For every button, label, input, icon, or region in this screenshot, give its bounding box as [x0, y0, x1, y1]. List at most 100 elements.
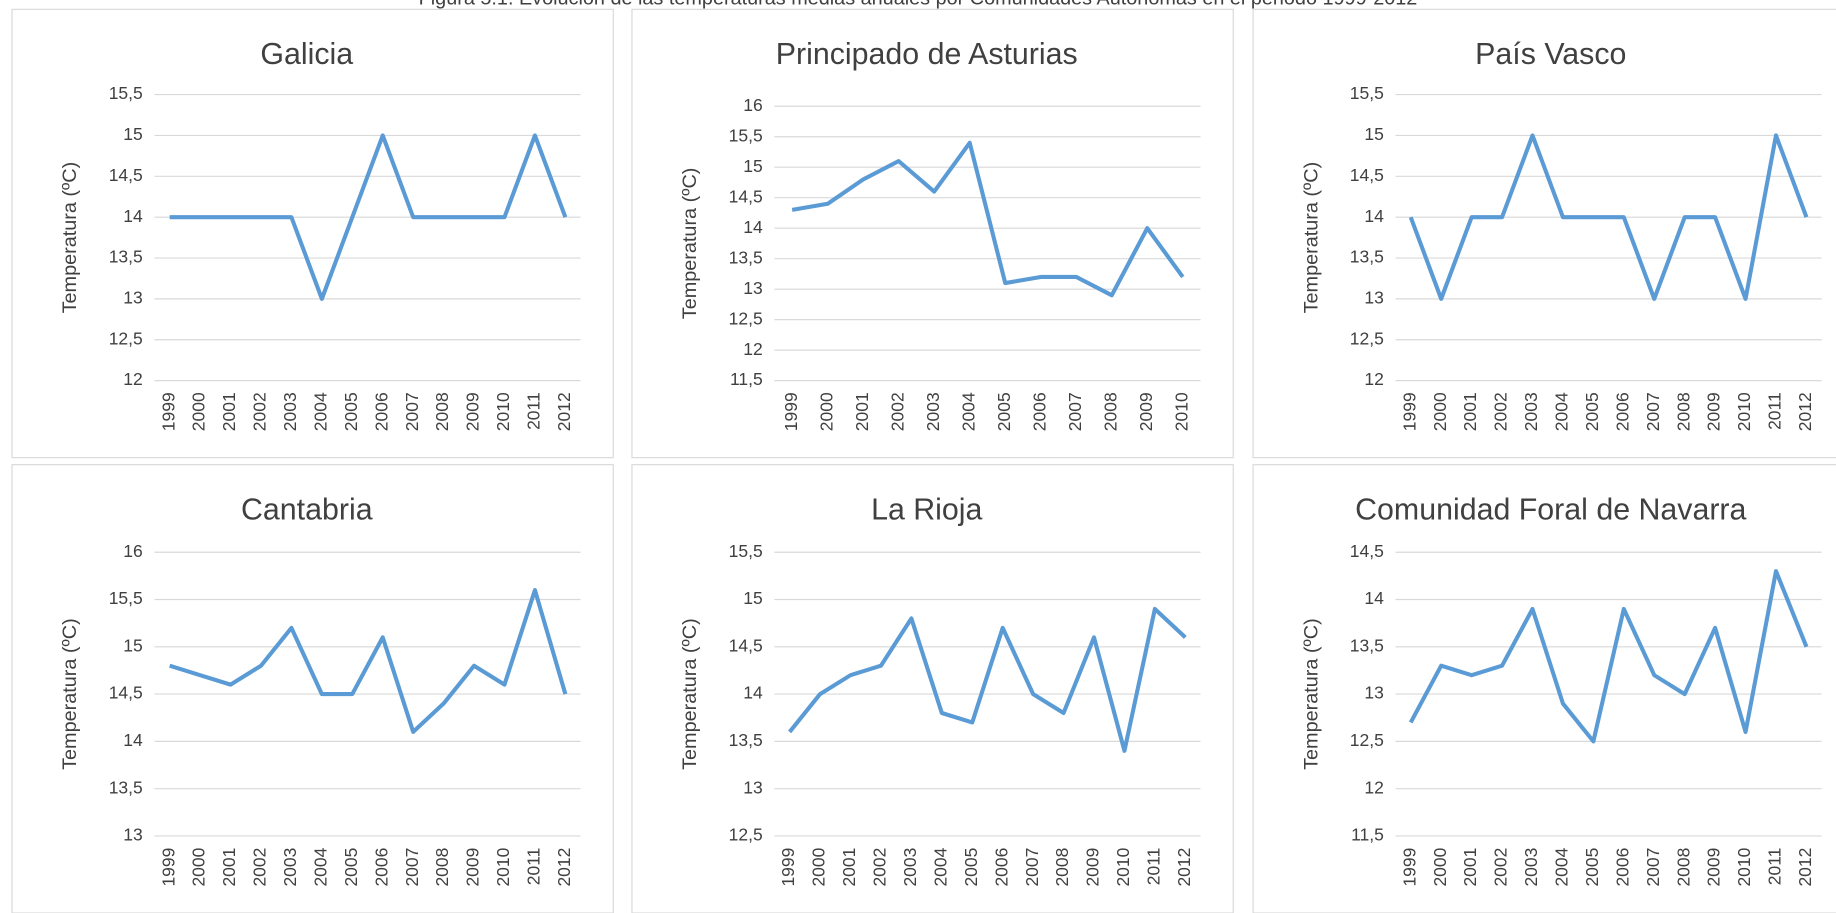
- x-tick-label: 2010: [1171, 392, 1191, 431]
- x-tick-label: 2000: [1430, 392, 1450, 431]
- x-tick-label: 2005: [961, 848, 981, 887]
- y-tick-label: 13: [123, 825, 142, 845]
- panel-border: [11, 8, 614, 459]
- data-line: [169, 133, 568, 301]
- x-tick-label: 2007: [402, 848, 422, 887]
- panel-border: [1252, 8, 1836, 459]
- y-tick-label: 15,5: [729, 125, 763, 145]
- y-tick-label: 12: [1364, 369, 1383, 389]
- y-tick-label: 12,5: [1350, 328, 1384, 348]
- x-tick-label: 2010: [1734, 847, 1754, 886]
- x-tick-label: 1999: [1399, 848, 1419, 887]
- x-tick-label: 2006: [991, 848, 1011, 887]
- x-tick-label: 2009: [1136, 392, 1156, 431]
- y-tick-label: 11,5: [1351, 825, 1384, 845]
- panel-border: [631, 464, 1234, 913]
- x-tick-label: 2002: [1491, 848, 1511, 887]
- x-tick-label: 2008: [1673, 848, 1693, 887]
- x-tick-label: 2008: [1100, 392, 1120, 431]
- x-tick-label: 2006: [1612, 848, 1632, 887]
- y-tick-label: 14: [123, 206, 143, 226]
- x-tick-label: 2004: [1552, 392, 1572, 431]
- y-tick-label: 15,5: [109, 588, 143, 608]
- chart-title: Comunidad Foral de Navarra: [1355, 494, 1746, 527]
- x-tick-label: 2006: [371, 392, 391, 431]
- data-line: [788, 606, 1187, 753]
- x-tick-label: 2007: [402, 392, 422, 431]
- data-line: [1408, 569, 1809, 744]
- x-tick-label: 2011: [1144, 848, 1164, 886]
- y-tick-label: 15: [743, 156, 762, 176]
- y-tick-label: 13,5: [729, 247, 763, 267]
- y-tick-label: 15,5: [1350, 83, 1384, 103]
- y-tick-label: 14,5: [729, 186, 763, 206]
- x-tick-label: 2002: [887, 392, 907, 431]
- chart-panel: Cantabria 13 13,5 14 14,5 15 15,5 16 Temperatura…: [11, 464, 614, 913]
- chart-title: Principado de Asturias: [776, 38, 1078, 71]
- panel-border: [11, 464, 614, 913]
- y-tick-label: 16: [743, 95, 762, 115]
- y-tick-label: 12,5: [1350, 730, 1384, 750]
- y-tick-label: 14: [1364, 206, 1384, 226]
- chart-panel: La Rioja 12,5 13 13,5 14 14,5 15 15,5 Temperatur…: [631, 464, 1234, 913]
- x-tick-label: 2012: [1174, 848, 1194, 887]
- x-tick-label: 2001: [1460, 392, 1480, 431]
- x-tick-label: 2011: [524, 848, 544, 886]
- x-tick-label: 2012: [1795, 848, 1815, 887]
- x-tick-label: 2004: [1552, 847, 1572, 886]
- x-tick-label: 2010: [493, 392, 513, 431]
- x-tick-label: 1999: [158, 848, 178, 887]
- chart-title: Cantabria: [241, 494, 373, 527]
- x-tick-label: 2007: [1065, 392, 1085, 431]
- x-tick-label: 2003: [280, 848, 300, 887]
- panel-border: [1252, 464, 1836, 913]
- y-tick-label: 13: [743, 278, 762, 298]
- x-tick-label: 2004: [930, 847, 950, 886]
- x-tick-label: 2009: [463, 848, 483, 887]
- y-axis-label: Temperatura (ºC): [1300, 162, 1322, 314]
- y-tick-label: 12: [1364, 777, 1383, 797]
- x-tick-label: 2007: [1022, 848, 1042, 887]
- y-tick-label: 15: [743, 588, 762, 608]
- x-tick-label: 2003: [1521, 392, 1541, 431]
- chart-panel: Principado de Asturias 11,5 12 12,5 13 13,5 14…: [631, 8, 1234, 459]
- x-tick-label: 2002: [250, 392, 270, 431]
- y-axis-label: Temperatura (ºC): [679, 168, 701, 320]
- data-line: [169, 588, 568, 734]
- x-tick-label: 2003: [1521, 848, 1541, 887]
- x-tick-label: 2005: [994, 392, 1014, 431]
- data-line: [791, 140, 1185, 298]
- x-tick-label: 2011: [524, 392, 544, 430]
- chart-panel: Comunidad Foral de Navarra 11,5 12 12,5 13 13…: [1252, 464, 1836, 913]
- x-tick-label: 2008: [432, 392, 452, 431]
- y-tick-label: 14,5: [729, 635, 763, 655]
- y-tick-label: 13,5: [729, 730, 763, 750]
- panel-border: [631, 8, 1234, 459]
- x-tick-label: 2000: [1430, 847, 1450, 886]
- y-tick-label: 13: [123, 288, 142, 308]
- chart-title: País Vasco: [1475, 38, 1626, 71]
- y-tick-label: 14,5: [1350, 165, 1384, 185]
- x-tick-label: 2008: [432, 848, 452, 887]
- x-tick-label: 2000: [189, 392, 209, 431]
- y-tick-label: 15: [1364, 124, 1383, 144]
- x-tick-label: 2009: [1704, 848, 1724, 887]
- figure-title: Figura 5.1. Evolución de las temperatura…: [419, 0, 1418, 10]
- y-tick-label: 11,5: [730, 369, 763, 389]
- x-tick-label: 2000: [189, 847, 209, 886]
- y-tick-label: 15,5: [729, 541, 763, 561]
- y-tick-label: 13,5: [109, 777, 143, 797]
- y-tick-label: 15: [123, 635, 142, 655]
- x-tick-label: 1999: [1399, 392, 1419, 431]
- x-tick-label: 2011: [1765, 848, 1785, 886]
- y-tick-label: 15: [123, 124, 142, 144]
- y-axis-label: Temperatura (ºC): [59, 162, 81, 314]
- x-tick-label: 2000: [809, 847, 829, 886]
- x-tick-label: 2001: [839, 848, 859, 887]
- x-tick-label: 2003: [900, 848, 920, 887]
- y-tick-label: 12,5: [109, 328, 143, 348]
- y-axis-label: Temperatura (ºC): [1300, 618, 1322, 770]
- y-tick-label: 13,5: [109, 247, 143, 267]
- data-line: [1408, 133, 1809, 301]
